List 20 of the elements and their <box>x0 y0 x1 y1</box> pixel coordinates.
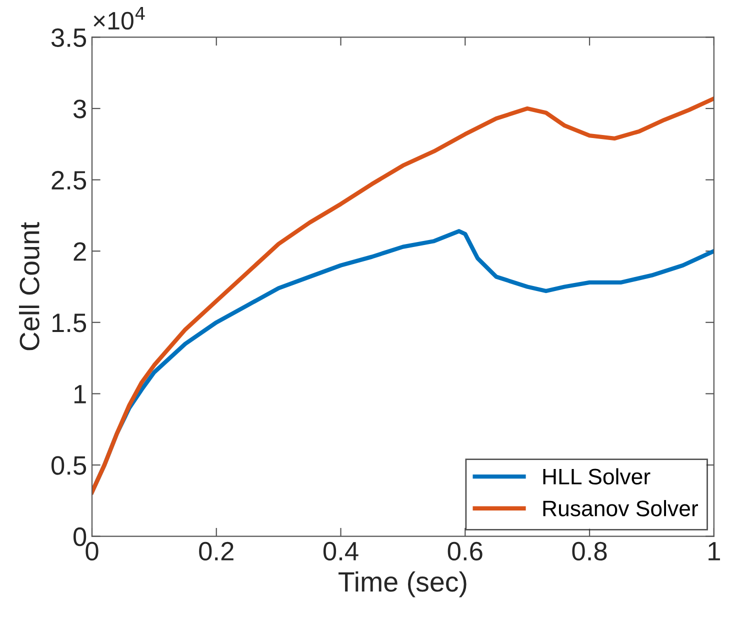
y-tick-label: 2.5 <box>52 170 86 190</box>
y-tick-label: 1 <box>74 385 86 404</box>
x-axis-title: Time (sec) <box>338 571 466 598</box>
line-series <box>92 96 714 494</box>
y-tick-label: 2 <box>74 242 86 261</box>
y-tick-label: 0 <box>73 527 86 546</box>
x-tick-label: 0 <box>86 542 98 561</box>
y-tick-label: 3 <box>73 100 86 118</box>
x-tick-label: 0.6 <box>448 542 482 561</box>
x-tick-label: 0.4 <box>323 542 358 561</box>
x-tick-label: 0.2 <box>199 542 234 561</box>
y-tick-label: 0.5 <box>51 456 86 475</box>
x-tick-label: 1 <box>708 542 720 560</box>
y-axis-title: Cell Count <box>19 222 40 350</box>
x-tick-label: 0.8 <box>572 542 607 561</box>
legend-label: HLL Solver <box>543 468 650 485</box>
text: ×10$^{4}$ <box>94 7 145 30</box>
y-tick-label: 1.5 <box>52 314 86 332</box>
legend-label: Rusanov Solver <box>543 500 698 516</box>
y-tick-label: 3.5 <box>51 28 86 48</box>
